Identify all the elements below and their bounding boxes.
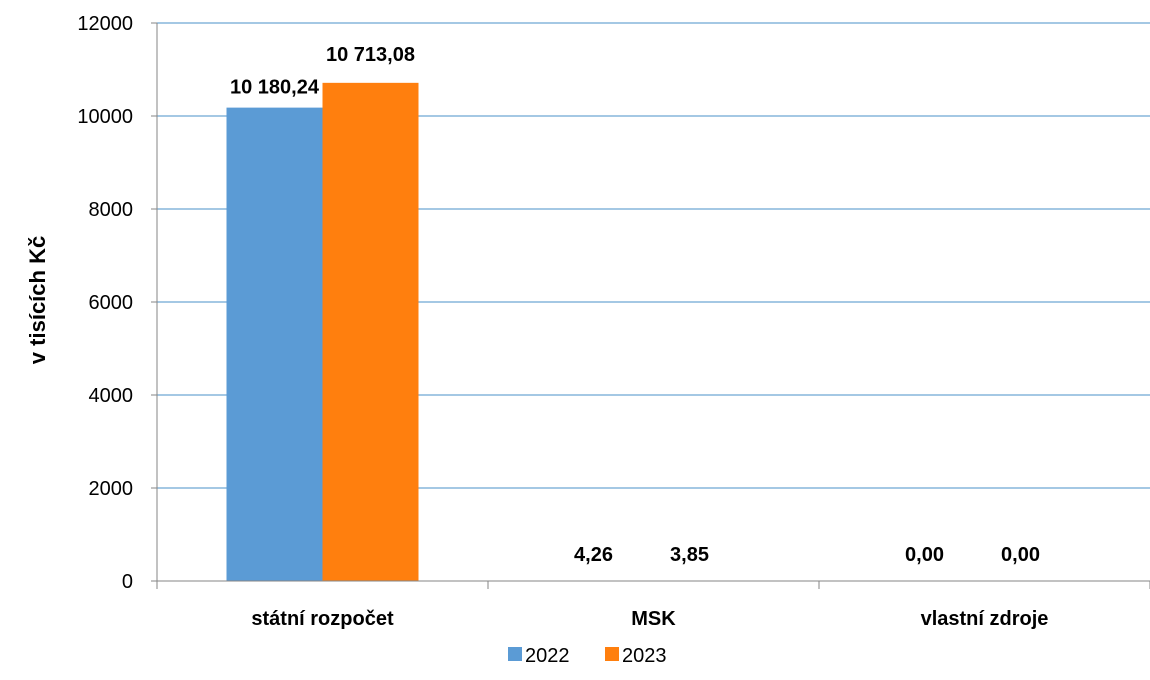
data-label: 10 713,08 <box>326 44 415 66</box>
legend-label: 2022 <box>525 645 570 667</box>
y-tick-label: 0 <box>122 571 133 593</box>
legend-swatch <box>605 647 619 661</box>
y-axis-ticks: 0 2000 4000 6000 8000 10000 12000 <box>77 13 157 593</box>
data-label: 10 180,24 <box>230 77 320 99</box>
y-tick-label: 4000 <box>89 385 134 407</box>
category-label: MSK <box>631 608 676 630</box>
legend-swatch <box>508 647 522 661</box>
y-tick-label: 6000 <box>89 292 134 314</box>
data-labels: 10 180,24 10 713,08 4,26 3,85 0,00 0,00 <box>230 44 1040 566</box>
axes <box>156 23 1150 589</box>
x-axis-categories: státní rozpočet MSK vlastní zdroje <box>251 608 1048 630</box>
category-label: státní rozpočet <box>251 608 394 630</box>
data-label: 4,26 <box>574 544 613 566</box>
y-tick-label: 10000 <box>77 106 133 128</box>
y-tick-label: 12000 <box>77 13 133 35</box>
y-tick-label: 8000 <box>89 199 134 221</box>
data-label: 0,00 <box>905 544 944 566</box>
bars <box>226 82 750 582</box>
y-tick-label: 2000 <box>89 478 134 500</box>
legend: 2022 2023 <box>508 645 667 667</box>
bar <box>322 82 419 581</box>
y-axis-title: v tisících Kč <box>25 236 50 364</box>
bar <box>226 107 323 582</box>
category-label: vlastní zdroje <box>921 608 1049 630</box>
legend-label: 2023 <box>622 645 667 667</box>
data-label: 3,85 <box>670 544 709 566</box>
data-label: 0,00 <box>1001 544 1040 566</box>
